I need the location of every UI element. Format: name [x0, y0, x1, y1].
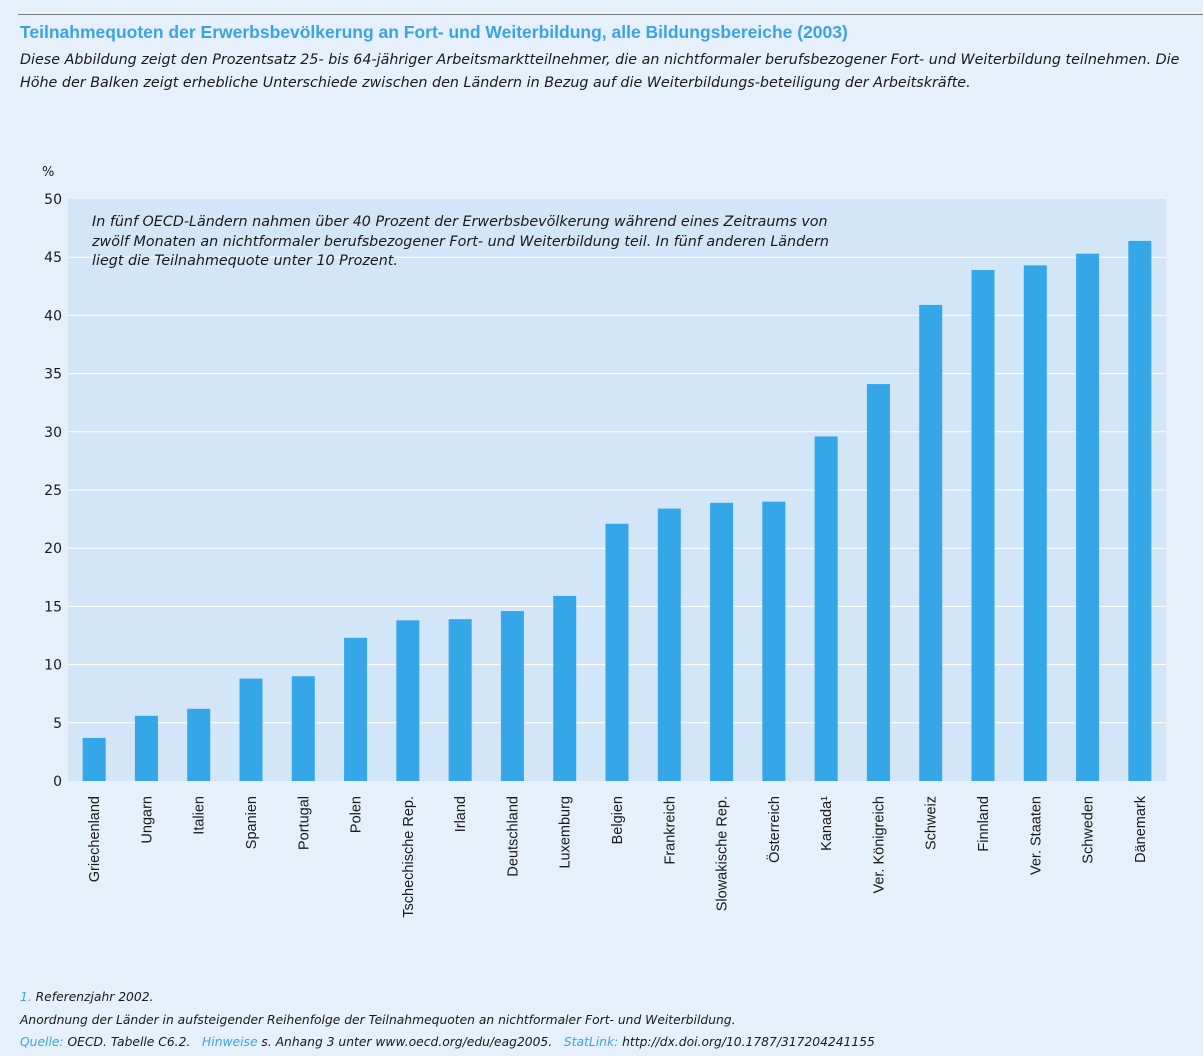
source-text: OECD. Tabelle C6.2.	[63, 1035, 191, 1049]
x-tick-label: Spanien	[244, 796, 260, 849]
x-tick-label: Finnland	[976, 796, 992, 852]
bar	[82, 737, 106, 781]
bar	[866, 384, 890, 781]
bar	[344, 637, 368, 781]
bar	[919, 304, 943, 781]
y-tick-label: 45	[44, 250, 62, 266]
x-tick-label: Frankreich	[662, 796, 678, 865]
bar	[657, 508, 681, 781]
chart-annotation: In fünf OECD-Ländern nahmen über 40 Proz…	[92, 214, 829, 269]
bar-chart: 0 5 10 15 20 25 30 35 40 45 50 Griechenland Ungarn I…	[42, 165, 1166, 918]
x-tick-label: Dänemark	[1133, 795, 1149, 863]
x-tick-label: Belgien	[610, 796, 626, 844]
source-line: Quelle: OECD. Tabelle C6.2. Hinweise s. …	[20, 1031, 1190, 1054]
y-tick-label: 5	[53, 716, 62, 732]
bar	[187, 708, 211, 781]
source-label: Quelle:	[20, 1035, 64, 1049]
bar	[762, 501, 786, 781]
x-axis: Griechenland Ungarn Italien Spanien Portugal…	[87, 795, 1149, 917]
bar	[1023, 265, 1047, 781]
bar	[710, 502, 734, 781]
y-tick-label: 20	[44, 541, 62, 557]
bar	[553, 595, 577, 781]
chart-notes: 1. Referenzjahr 2002. Anordnung der Länd…	[20, 986, 1190, 1054]
y-tick-label: 50	[44, 192, 62, 208]
hints-label: Hinweise	[202, 1035, 258, 1049]
chart-title: Teilnahmequoten der Erwerbsbevölkerung a…	[20, 22, 848, 42]
x-tick-label: Österreich	[765, 796, 783, 863]
x-tick-label: Tschechische Rep.	[401, 796, 417, 918]
bar	[814, 436, 838, 781]
x-tick-label: Ver. Staaten	[1028, 796, 1044, 875]
y-axis: 0 5 10 15 20 25 30 35 40 45 50	[44, 192, 62, 790]
statlink-label: StatLink:	[563, 1035, 619, 1049]
x-tick-label: Ver. Königreich	[871, 796, 887, 894]
x-tick-label: Italien	[192, 796, 208, 835]
hints-text: s. Anhang 3 unter www.oecd.org/edu/eag20…	[257, 1035, 553, 1049]
x-tick-label: Griechenland	[87, 796, 103, 882]
bar	[448, 619, 472, 781]
top-rule	[18, 14, 1203, 15]
y-axis-label: %	[42, 165, 54, 180]
bar	[291, 676, 315, 781]
footnote-text: Referenzjahr 2002.	[31, 990, 154, 1004]
x-tick-label: Irland	[453, 796, 469, 832]
footnote: 1. Referenzjahr 2002.	[20, 986, 1190, 1009]
chart-subtitle: Diese Abbildung zeigt den Prozentsatz 25…	[20, 52, 1180, 91]
x-tick-label: Slowakische Rep.	[715, 796, 731, 911]
x-tick-label: Schweden	[1081, 796, 1097, 864]
order-note: Anordnung der Länder in aufsteigender Re…	[20, 1012, 736, 1027]
bar	[1128, 240, 1152, 782]
x-tick-label: Portugal	[296, 796, 312, 850]
footnote-marker: 1.	[20, 990, 32, 1004]
x-tick-label: Schweiz	[924, 796, 940, 850]
y-tick-label: 40	[44, 308, 62, 324]
bars	[82, 240, 1152, 782]
bar	[239, 678, 263, 781]
bar	[605, 523, 629, 781]
bar	[971, 270, 995, 781]
x-tick-label: Ungarn	[139, 796, 155, 844]
y-tick-label: 15	[44, 599, 62, 615]
y-tick-label: 10	[44, 658, 62, 674]
y-tick-label: 30	[44, 425, 62, 441]
y-tick-label: 35	[44, 367, 62, 383]
y-tick-label: 25	[44, 483, 62, 499]
statlink-text: http://dx.doi.org/10.1787/317204241155	[618, 1035, 875, 1049]
bar	[500, 611, 524, 781]
bar	[1076, 253, 1100, 781]
y-tick-label: 0	[53, 774, 62, 790]
bar	[396, 620, 420, 781]
x-tick-label: Kanada¹	[819, 796, 835, 851]
bar	[134, 715, 158, 781]
x-tick-label: Polen	[349, 796, 365, 833]
x-tick-label: Deutschland	[505, 796, 521, 877]
x-tick-label: Luxemburg	[558, 796, 574, 869]
